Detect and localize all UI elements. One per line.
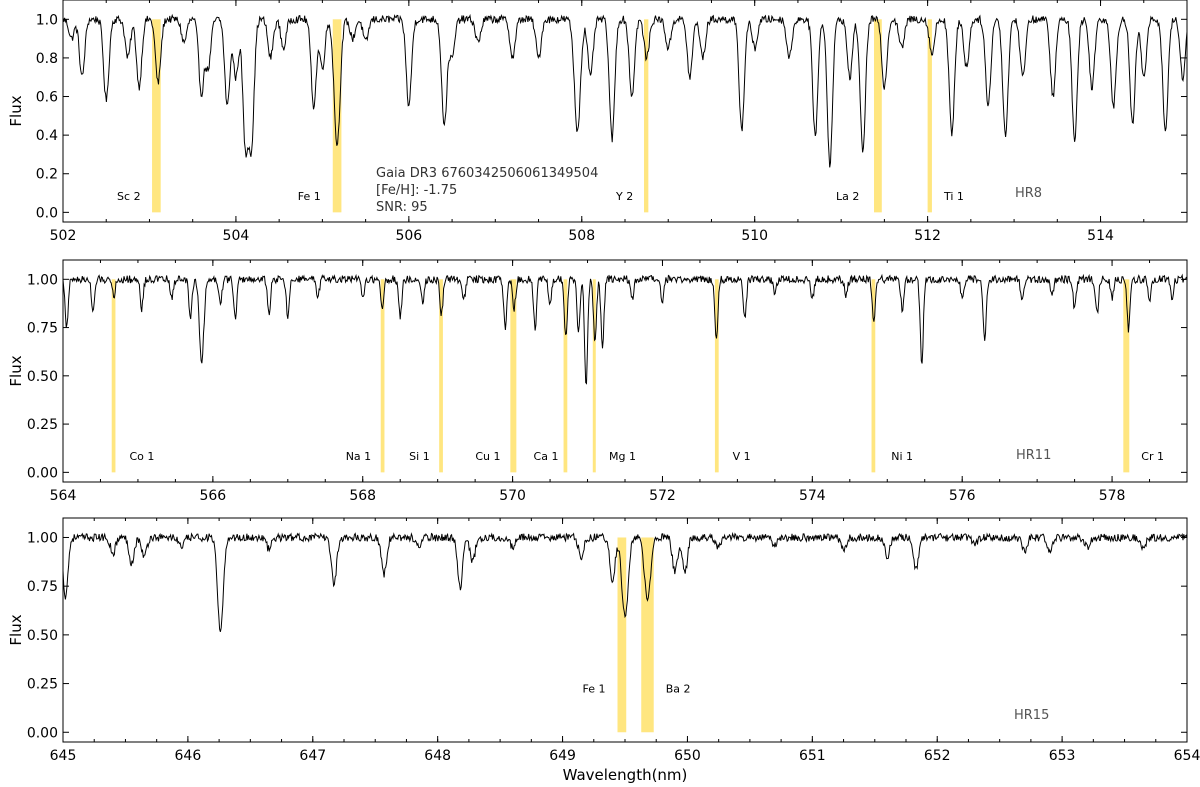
- line-label: Ba 2: [666, 683, 691, 696]
- y-tick-label: 0.6: [36, 90, 58, 106]
- line-label: Mg 1: [609, 450, 636, 463]
- x-tick-label: 512: [914, 228, 941, 244]
- info-text: Gaia DR3 6760342506061349504: [376, 166, 598, 181]
- highlight-band: [592, 279, 596, 473]
- y-axis-label: Flux: [7, 614, 25, 645]
- y-tick-label: 0.50: [27, 628, 58, 644]
- highlight-band: [644, 19, 649, 213]
- panel-hr8: 502 504 506 508 510 512 514 0.0 0.2 0.4 0.6 0.8 1.0 F…: [7, 0, 1188, 244]
- x-tick-label: 652: [924, 748, 951, 764]
- highlight-band: [510, 279, 517, 473]
- y-tick-label: 0.00: [27, 465, 58, 481]
- y-tick-label: 1.0: [36, 12, 58, 28]
- x-tick-label: 647: [299, 748, 326, 764]
- panel-hr15: 645 646 647 648 649 650 651 652 653 654 0.00 0.25 0.…: [7, 517, 1200, 784]
- line-label: Na 1: [346, 450, 371, 463]
- y-tick-label: 0.8: [36, 51, 58, 67]
- line-label: La 2: [836, 190, 859, 203]
- x-tick-label: 566: [199, 488, 226, 504]
- x-tick-label: 564: [50, 488, 77, 504]
- y-tick-label: 0.4: [36, 128, 58, 144]
- highlight-band: [927, 19, 932, 213]
- y-tick-label: 0.75: [27, 321, 58, 337]
- x-tick-label: 653: [1049, 748, 1076, 764]
- x-tick-label: 568: [349, 488, 376, 504]
- line-label: Si 1: [409, 450, 430, 463]
- x-tick-label: 570: [499, 488, 526, 504]
- line-label: Ti 1: [943, 190, 964, 203]
- x-tick-label: 576: [949, 488, 976, 504]
- x-tick-label: 650: [674, 748, 701, 764]
- x-tick-label: 578: [1099, 488, 1126, 504]
- highlight-band: [332, 19, 342, 213]
- y-tick-label: 0.75: [27, 579, 58, 595]
- panel-hr11: 564 566 568 570 572 574 576 578 0.00 0.25 0.50 0.75…: [7, 259, 1188, 504]
- y-axis-label: Flux: [7, 355, 25, 386]
- x-tick-label: 645: [50, 748, 77, 764]
- highlight-band: [617, 537, 627, 733]
- x-tick-label: 504: [223, 228, 250, 244]
- line-label: Y 2: [615, 190, 633, 203]
- highlight-band: [641, 537, 654, 733]
- line-label: Ca 1: [534, 450, 559, 463]
- y-tick-label: 1.00: [27, 272, 58, 288]
- x-tick-label: 649: [549, 748, 576, 764]
- x-tick-label: 654: [1174, 748, 1200, 764]
- panel-name: HR15: [1014, 708, 1049, 723]
- line-label: Fe 1: [298, 190, 321, 203]
- x-tick-label: 508: [568, 228, 595, 244]
- highlight-band: [152, 19, 161, 213]
- y-tick-label: 0.00: [27, 725, 58, 741]
- spectrum-line: [63, 273, 1187, 385]
- x-tick-label: 502: [50, 228, 77, 244]
- y-tick-label: 1.00: [27, 530, 58, 546]
- line-label: Ni 1: [891, 450, 913, 463]
- highlight-band: [871, 279, 876, 473]
- y-axis-label: Flux: [7, 95, 25, 126]
- x-tick-label: 648: [424, 748, 451, 764]
- highlight-band: [439, 279, 443, 473]
- info-text: [Fe/H]: -1.75: [376, 183, 457, 198]
- highlight-band: [563, 279, 568, 473]
- highlight-band: [111, 279, 116, 473]
- highlight-band: [714, 279, 719, 473]
- x-tick-label: 646: [175, 748, 202, 764]
- line-label: Co 1: [129, 450, 154, 463]
- line-label: Fe 1: [583, 683, 606, 696]
- x-axis-label: Wavelength(nm): [563, 766, 688, 784]
- line-label: Cr 1: [1141, 450, 1164, 463]
- line-label: V 1: [733, 450, 751, 463]
- x-tick-label: 572: [649, 488, 676, 504]
- x-tick-label: 506: [395, 228, 422, 244]
- x-tick-label: 574: [799, 488, 826, 504]
- highlight-band: [874, 19, 882, 213]
- y-tick-label: 0.25: [27, 417, 58, 433]
- highlight-band: [380, 279, 385, 473]
- x-tick-label: 510: [741, 228, 768, 244]
- y-tick-label: 0.2: [36, 167, 58, 183]
- panel-name: HR8: [1015, 186, 1042, 201]
- info-text: SNR: 95: [376, 200, 428, 215]
- x-tick-label: 514: [1087, 228, 1114, 244]
- line-label: Sc 2: [117, 190, 141, 203]
- y-tick-label: 0.0: [36, 205, 58, 221]
- highlight-band: [1123, 279, 1130, 473]
- line-label: Cu 1: [475, 450, 500, 463]
- y-tick-label: 0.50: [27, 369, 58, 385]
- spectrum-line: [63, 531, 1187, 632]
- panel-name: HR11: [1016, 448, 1051, 463]
- y-tick-label: 0.25: [27, 677, 58, 693]
- spectrum-line: [63, 13, 1187, 168]
- x-tick-label: 651: [799, 748, 826, 764]
